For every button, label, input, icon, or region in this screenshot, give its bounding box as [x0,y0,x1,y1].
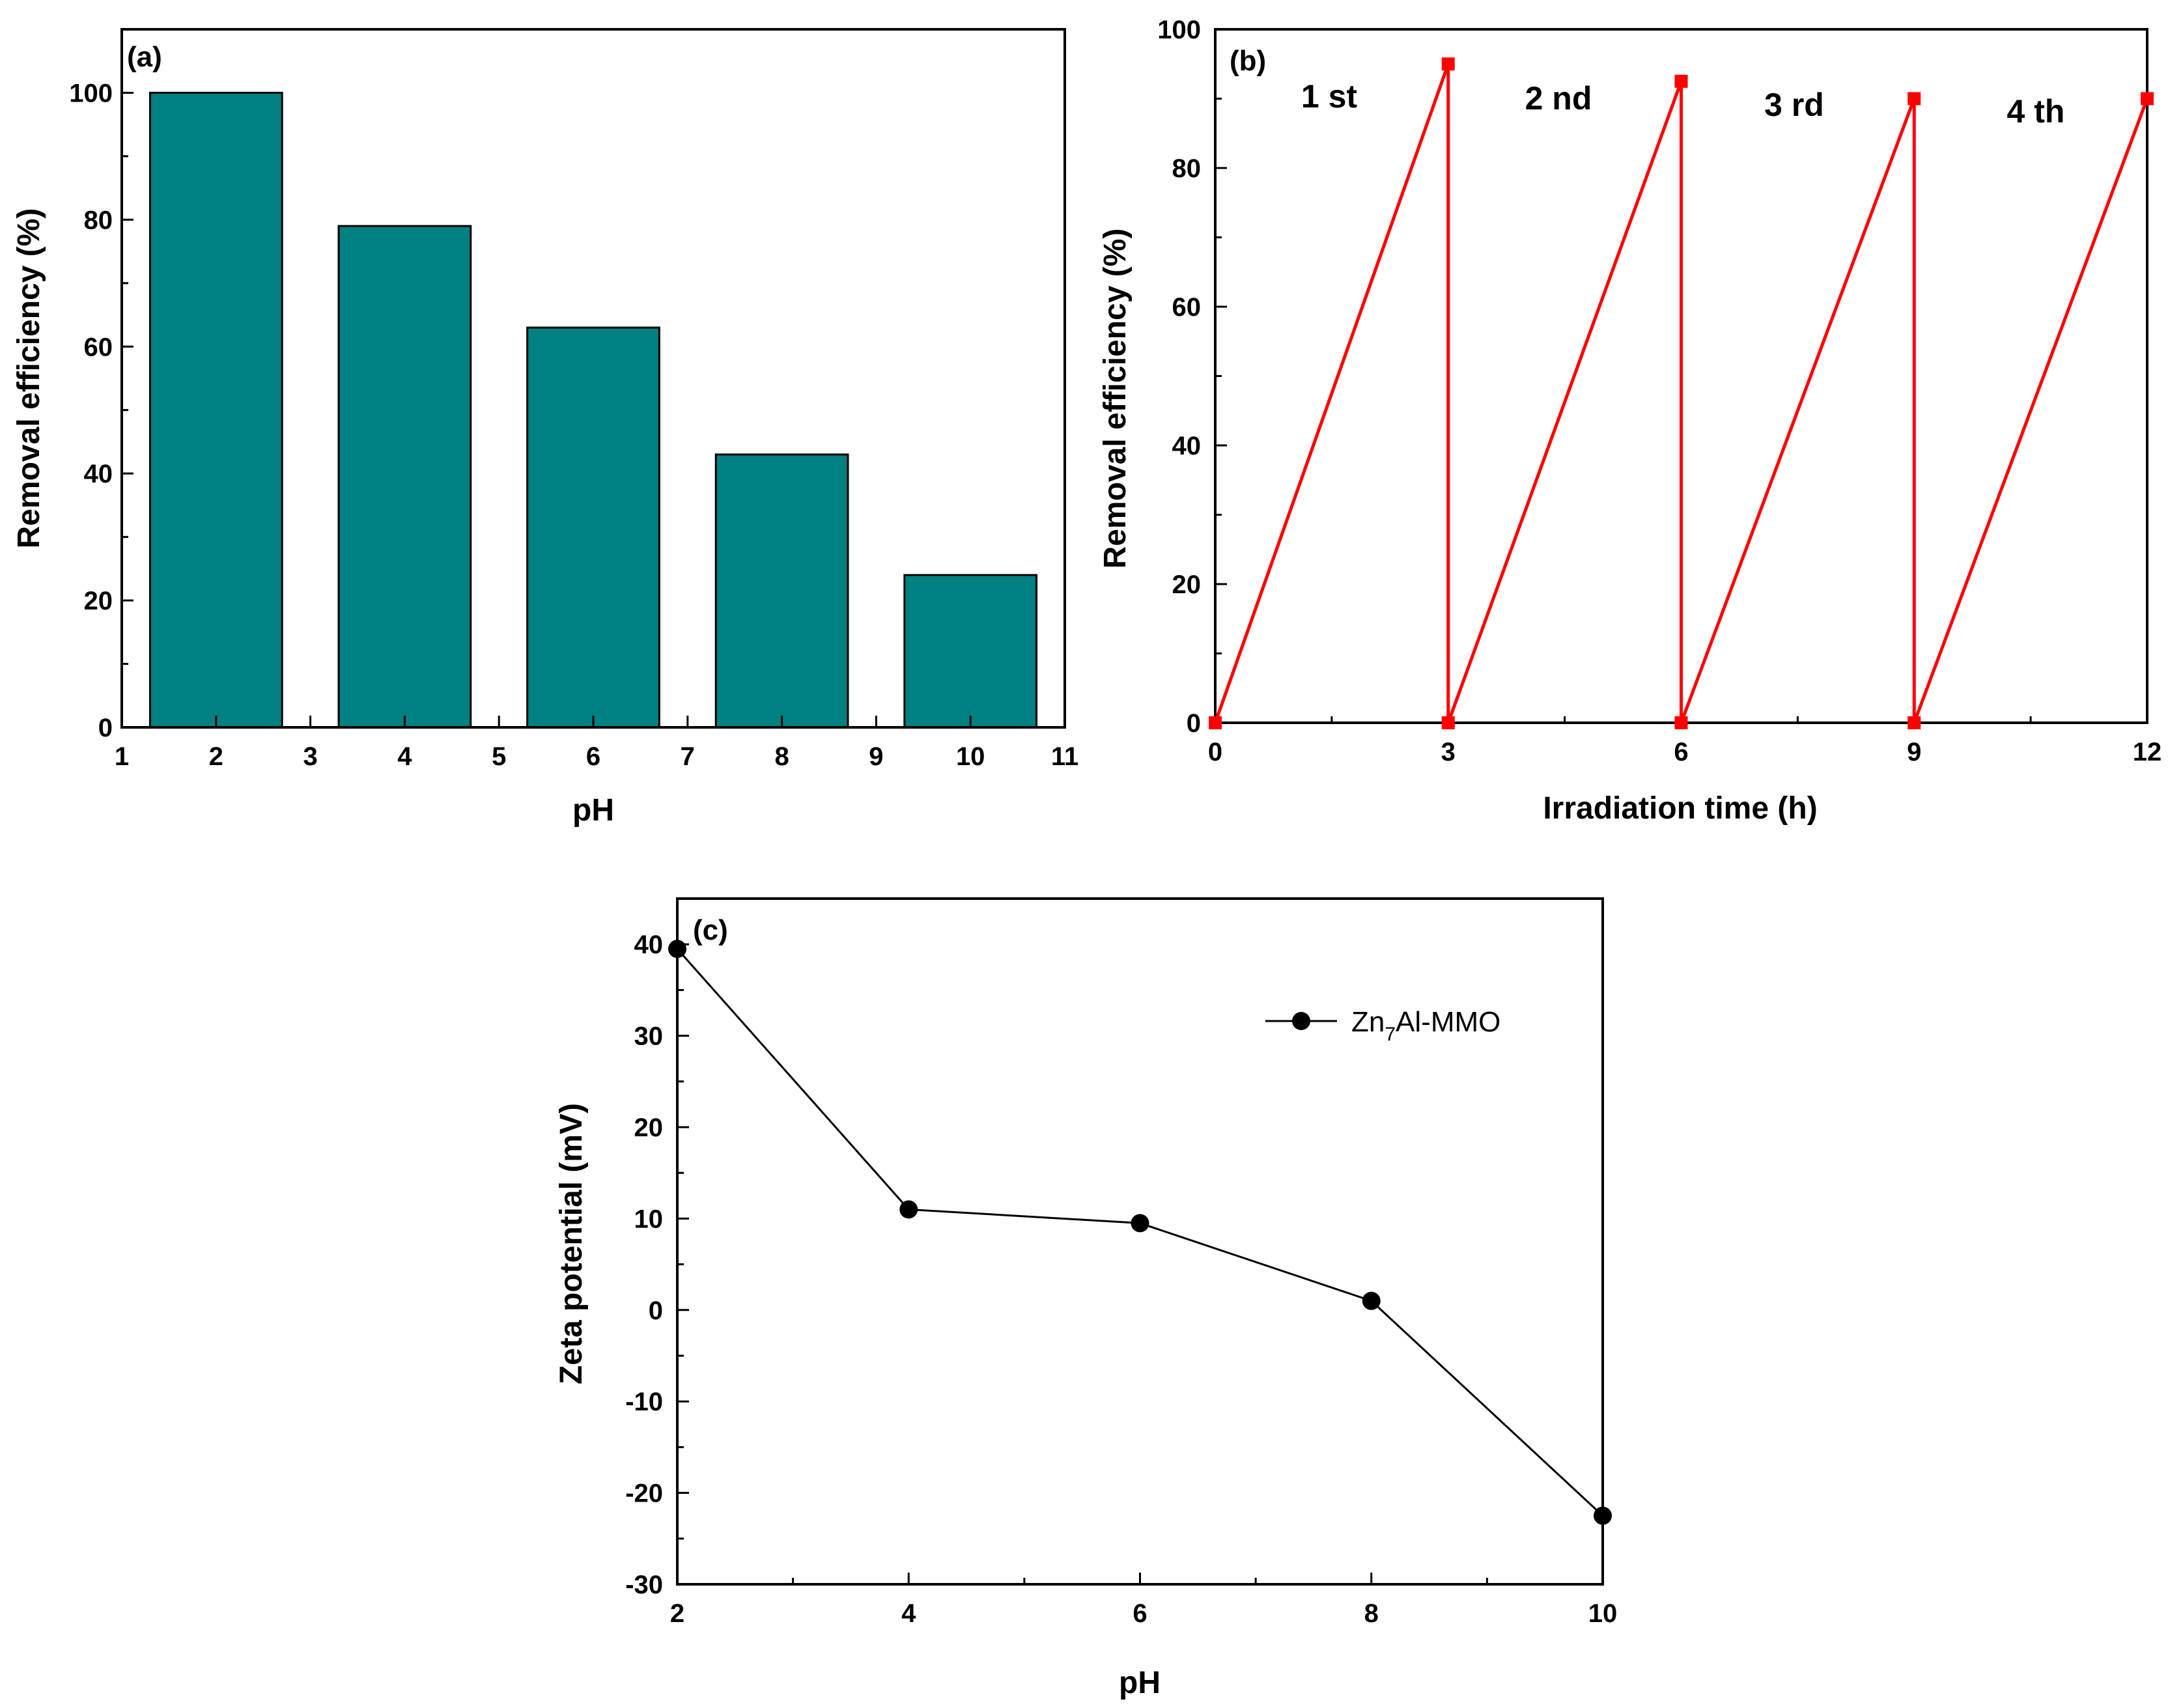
panel-b-label: (b) [1230,45,1266,77]
b-x-tick-label-0: 0 [1208,738,1222,766]
bar-ph-6 [526,326,660,729]
cycle-label-1st: 1 st [1301,78,1358,115]
legend-label-base: Zn [1351,1006,1385,1038]
a-y-tick-label-40: 40 [84,460,113,488]
a-x-tick-label-4: 4 [397,742,412,771]
cycle-label-4th: 4 th [2007,93,2065,130]
c-x-tick-label-6: 6 [1133,1599,1147,1628]
legend-label-rest: Al-MMO [1396,1006,1500,1038]
a-y-tick-label-80: 80 [84,206,113,234]
c-point-ph-2 [668,940,686,959]
b-y-tick-label-40: 40 [1172,432,1202,460]
legend-marker [1292,1012,1310,1030]
b-point-4 [1674,716,1688,729]
c-point-ph-4 [899,1200,918,1219]
b-y-tick-label-0: 0 [1187,709,1201,738]
panel-a-label: (a) [127,41,162,73]
a-y-tick-label-20: 20 [84,587,113,615]
panel-c-label: (c) [693,914,728,946]
b-point-6 [1908,716,1921,729]
c-point-ph-10 [1594,1506,1612,1525]
bar-ph-2 [148,91,283,729]
panel-a-bar-chart: 1 2 3 4 5 6 7 8 9 10 11 0 20 40 60 80 100 (a) pH Removal… [12,28,1078,828]
c-y-tick-label--10: -10 [625,1388,663,1416]
c-x-tick-label-2: 2 [670,1599,684,1628]
b-y-tick-label-20: 20 [1172,570,1202,599]
panel-b-y-axis-label: Removal efficiency (%) [1098,229,1133,569]
bar-ph-10 [903,574,1038,729]
b-x-tick-label-9: 9 [1907,738,1921,766]
a-x-tick-label-11: 11 [1051,742,1078,771]
a-x-tick-label-2: 2 [209,742,223,771]
b-point-1 [1441,57,1455,71]
legend-label-subscript: 7 [1385,1024,1396,1045]
b-y-tick-label-60: 60 [1172,293,1202,322]
panel-c-frame [676,897,1604,1586]
b-x-tick-label-3: 3 [1441,738,1456,766]
a-y-tick-label-60: 60 [84,333,113,361]
panel-a-x-axis-label: pH [572,793,614,828]
c-y-tick-label-0: 0 [649,1296,663,1325]
b-y-tick-label-80: 80 [1172,154,1202,183]
a-x-tick-label-1: 1 [115,742,129,771]
panel-c-y-axis-label: Zeta potential (mV) [554,1103,589,1384]
panel-c-x-axis-label: pH [1119,1666,1161,1700]
c-point-ph-8 [1362,1291,1381,1310]
b-point-3 [1674,74,1688,88]
panel-c-legend: Zn7Al-MMO [1265,1006,1500,1045]
a-y-tick-label-100: 100 [69,79,113,107]
b-point-0 [1209,716,1222,729]
b-series-line [1213,63,2149,723]
c-y-tick-label-30: 30 [634,1022,664,1051]
c-y-tick-label-20: 20 [634,1113,664,1142]
a-x-tick-label-7: 7 [681,742,695,771]
a-x-tick-label-6: 6 [586,742,600,771]
c-y-tick-label--20: -20 [625,1479,663,1508]
a-y-tick-label-0: 0 [98,714,113,742]
c-x-tick-label-4: 4 [901,1599,916,1628]
bar-ph-8 [714,453,849,729]
c-y-tick-label-10: 10 [634,1205,664,1233]
c-y-tick-label--30: -30 [625,1571,663,1599]
a-x-tick-label-5: 5 [492,742,506,771]
panel-b-line-chart: 0 3 6 9 12 0 20 40 60 80 100 (b) 1 st 2 nd 3 rd 4 … [1098,16,2161,826]
b-point-7 [2141,92,2154,105]
c-x-tick-label-8: 8 [1364,1599,1379,1628]
bar-ph-4 [337,225,472,729]
a-x-tick-label-9: 9 [869,742,883,771]
cycle-label-3rd: 3 rd [1764,87,1824,123]
c-point-ph-6 [1131,1214,1149,1233]
c-y-tick-label-40: 40 [634,931,664,959]
a-x-tick-label-10: 10 [956,742,985,771]
legend-label: Zn7Al-MMO [1351,1006,1500,1045]
c-x-tick-label-10: 10 [1588,1599,1618,1628]
a-x-tick-label-8: 8 [774,742,789,771]
b-x-tick-label-6: 6 [1674,738,1688,766]
panel-c-line-chart: 2 4 6 8 10 -30 -20 -10 0 10 20 30 40 (c) Zn7Al-MMO p… [554,897,1618,1700]
b-x-tick-label-12: 12 [2133,738,2162,766]
panel-a-y-axis-label: Removal efficiency (%) [12,208,46,549]
b-y-tick-label-100: 100 [1157,16,1201,44]
cycle-label-2nd: 2 nd [1525,80,1592,117]
panel-b-x-axis-label: Irradiation time (h) [1543,791,1817,826]
b-point-5 [1908,92,1921,105]
a-x-tick-label-3: 3 [303,742,317,771]
b-point-2 [1441,716,1455,729]
